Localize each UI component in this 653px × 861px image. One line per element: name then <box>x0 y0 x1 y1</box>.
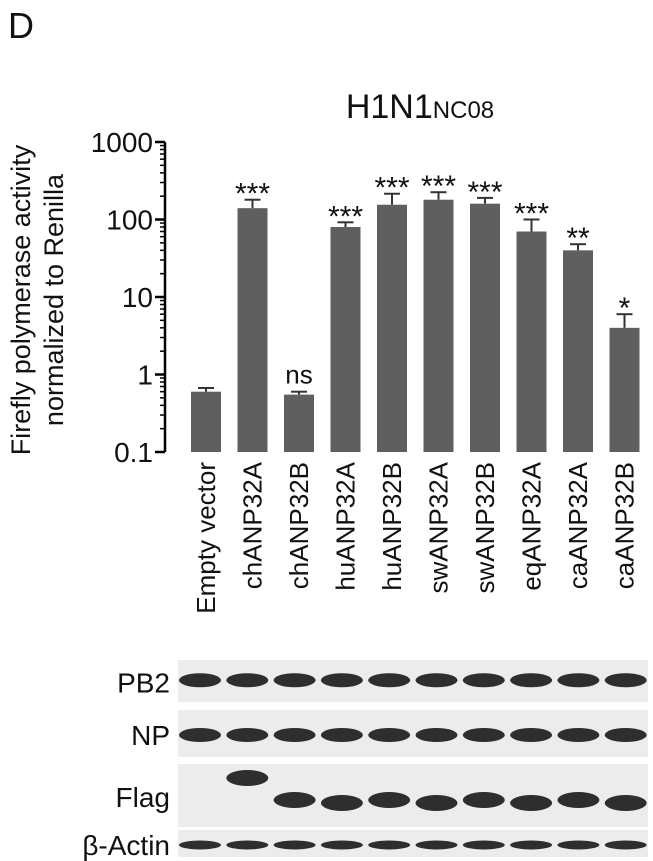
x-tick-label: chANP32A <box>238 461 268 589</box>
blot-band <box>226 840 269 850</box>
blot-band <box>557 840 600 850</box>
blot-band <box>415 673 458 688</box>
x-tick-label: eqANP32A <box>517 461 547 590</box>
bar <box>191 391 221 452</box>
blot-band <box>604 673 647 688</box>
significance-label: *** <box>235 178 270 211</box>
blot-band <box>179 673 221 688</box>
significance-label: ** <box>566 222 590 255</box>
x-tick-label: caANP32B <box>610 462 640 589</box>
y-tick-label: 100 <box>106 205 153 236</box>
blot-label: Flag <box>116 782 170 813</box>
blot-band <box>462 673 505 688</box>
blot-band <box>368 728 411 742</box>
bar <box>516 231 547 452</box>
blot-band <box>415 795 458 811</box>
significance-label: *** <box>328 200 363 233</box>
x-tick-label: caANP32A <box>563 461 593 589</box>
blot-label: β-Actin <box>82 830 170 861</box>
blot-band <box>462 792 505 808</box>
y-label: Firefly polymerase activity normalized t… <box>6 144 69 455</box>
bar <box>330 227 361 452</box>
y-tick-label: 1 <box>137 360 153 391</box>
y-tick-label: 10 <box>122 282 153 313</box>
blot-band <box>368 792 411 808</box>
y-tick-label: 1000 <box>91 127 153 158</box>
blot-label: NP <box>131 720 170 751</box>
blot-band <box>179 728 221 742</box>
blot-band <box>557 792 600 808</box>
bar <box>470 203 500 452</box>
blot-band <box>462 840 505 850</box>
blot-band <box>273 840 316 850</box>
blot-band <box>604 728 647 742</box>
significance-label: *** <box>374 172 409 205</box>
x-tick-label: swANP32A <box>424 461 454 593</box>
panel-label: D <box>8 5 34 46</box>
blot-band <box>557 728 600 742</box>
significance-label: *** <box>514 198 549 231</box>
blot-band <box>510 840 553 850</box>
title-subscript: NC08 <box>433 97 494 124</box>
blot-band <box>226 770 269 786</box>
bar <box>423 199 454 452</box>
blot-band <box>179 840 221 850</box>
blot-band <box>462 728 505 742</box>
bar <box>609 327 640 452</box>
blot-band <box>273 673 316 688</box>
bar <box>377 204 407 452</box>
blot-band <box>320 795 363 811</box>
blot-band <box>368 673 411 688</box>
y-tick-label: 0.1 <box>114 437 153 468</box>
blot-label: PB2 <box>117 668 170 699</box>
blot-band <box>510 673 553 688</box>
significance-label: ns <box>285 360 312 390</box>
bar <box>237 208 268 452</box>
y-label-line: normalized to Renilla <box>39 173 69 426</box>
blot-band <box>320 673 363 688</box>
x-tick-label: swANP32B <box>470 462 500 594</box>
blot-band <box>604 840 647 850</box>
significance-label: *** <box>421 170 456 203</box>
blot-band <box>273 728 316 742</box>
blot-band <box>226 673 269 688</box>
bar <box>284 394 314 452</box>
blot-band <box>415 840 458 850</box>
blot-band <box>557 673 600 688</box>
blot-band <box>273 792 316 808</box>
x-tick-label: chANP32B <box>284 462 314 589</box>
blot-band <box>604 795 647 811</box>
blot-band <box>415 728 458 742</box>
significance-label: *** <box>467 176 502 209</box>
x-tick-label: Empty vector <box>191 462 221 614</box>
blot-band <box>320 840 363 850</box>
y-label-line: Firefly polymerase activity <box>6 144 36 455</box>
blot-band <box>226 728 269 742</box>
blot-band <box>368 840 411 850</box>
x-tick-label: huANP32B <box>377 462 407 591</box>
blot-band <box>510 728 553 742</box>
bar <box>563 250 593 452</box>
blot-band <box>510 795 553 811</box>
significance-label: * <box>619 292 631 325</box>
x-tick-label: huANP32A <box>331 461 361 590</box>
blot-band <box>320 728 363 742</box>
title-main: H1N1 <box>346 88 433 126</box>
chart-title: H1N1NC08 <box>346 88 494 126</box>
